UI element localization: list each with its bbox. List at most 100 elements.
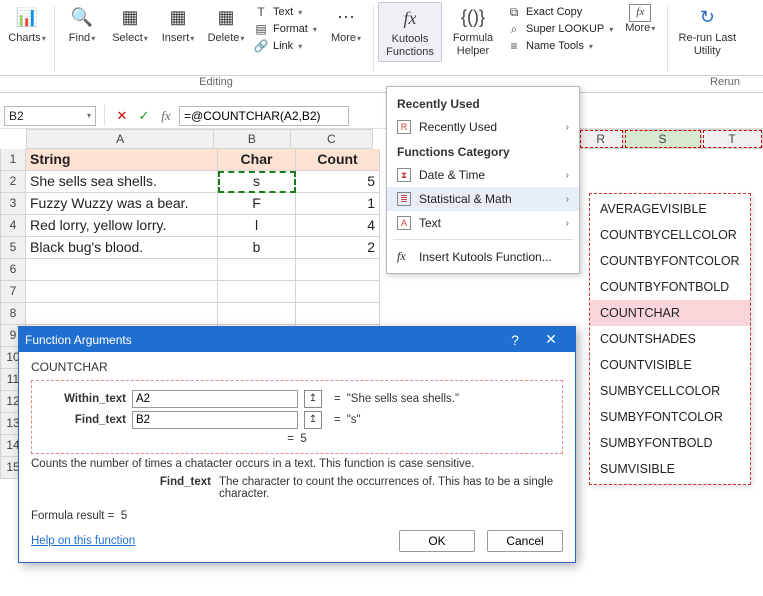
- cell-b4[interactable]: l: [218, 215, 296, 237]
- arg2-ref-button[interactable]: ↥: [304, 411, 322, 429]
- cell-b1[interactable]: Char: [218, 149, 296, 171]
- row-header[interactable]: 5: [0, 237, 26, 259]
- dialog-titlebar[interactable]: Function Arguments ? ✕: [19, 327, 575, 352]
- delete-button[interactable]: ▦Delete▾: [203, 2, 249, 47]
- row-header[interactable]: 7: [0, 281, 26, 303]
- chevron-right-icon: ›: [566, 218, 569, 229]
- cell-a8[interactable]: [26, 303, 218, 325]
- cell-b7[interactable]: [218, 281, 296, 303]
- name-tools-icon: ≡: [506, 38, 522, 54]
- col-header-t[interactable]: T: [702, 129, 763, 149]
- ok-button[interactable]: OK: [399, 530, 475, 552]
- arg1-result: "She sells sea shells.": [347, 393, 459, 405]
- fx-box-icon: fx: [629, 4, 651, 22]
- submenu-item-sumbycellcolor[interactable]: SUMBYCELLCOLOR: [590, 378, 750, 404]
- text-button[interactable]: TText▾: [251, 4, 321, 20]
- link-icon: 🔗: [253, 38, 269, 54]
- format-button[interactable]: ▤Format▾: [251, 21, 321, 37]
- kutools-functions-button[interactable]: fxKutools Functions: [378, 2, 442, 62]
- dialog-close-button[interactable]: ✕: [533, 331, 569, 348]
- menu-insert-function[interactable]: fxInsert Kutools Function...: [387, 244, 579, 269]
- cancel-formula-button[interactable]: ✕: [113, 107, 131, 125]
- date-icon: ⧗: [397, 168, 411, 182]
- cell-a3[interactable]: Fuzzy Wuzzy was a bear.: [26, 193, 218, 215]
- cell-a7[interactable]: [26, 281, 218, 303]
- more-icon: ⋯: [332, 4, 360, 32]
- arg1-input[interactable]: [132, 390, 298, 408]
- submenu-item-countvisible[interactable]: COUNTVISIBLE: [590, 352, 750, 378]
- insert-button[interactable]: ▦Insert▾: [155, 2, 201, 47]
- cell-a2[interactable]: She sells sea shells.: [26, 171, 218, 193]
- cell-c2[interactable]: 5: [296, 171, 380, 193]
- col-header-c[interactable]: C: [291, 129, 373, 149]
- select-button[interactable]: ▦Select▾: [107, 2, 153, 47]
- submenu-item-countbycellcolor[interactable]: COUNTBYCELLCOLOR: [590, 222, 750, 248]
- enter-formula-button[interactable]: ✓: [135, 107, 153, 125]
- formula-input[interactable]: [179, 106, 349, 126]
- cell-b3[interactable]: F: [218, 193, 296, 215]
- insert-function-button[interactable]: fx: [157, 107, 175, 125]
- menu-section-category: Functions Category: [387, 139, 579, 163]
- submenu-item-sumvisible[interactable]: SUMVISIBLE: [590, 456, 750, 482]
- submenu-item-countbyfontbold[interactable]: COUNTBYFONTBOLD: [590, 274, 750, 300]
- cell-c4[interactable]: 4: [296, 215, 380, 237]
- submenu-item-averagevisible[interactable]: AVERAGEVISIBLE: [590, 196, 750, 222]
- menu-date-time[interactable]: ⧗Date & Time›: [387, 163, 579, 187]
- charts-button[interactable]: 📊Charts▾: [4, 2, 50, 47]
- row-header[interactable]: 8: [0, 303, 26, 325]
- arg2-input[interactable]: [132, 411, 298, 429]
- cell-c3[interactable]: 1: [296, 193, 380, 215]
- menu-text[interactable]: AText›: [387, 211, 579, 235]
- cell-c1[interactable]: Count: [296, 149, 380, 171]
- cell-c5[interactable]: 2: [296, 237, 380, 259]
- arg1-ref-button[interactable]: ↥: [304, 390, 322, 408]
- col-header-b[interactable]: B: [214, 129, 290, 149]
- cell-a6[interactable]: [26, 259, 218, 281]
- cancel-button[interactable]: Cancel: [487, 530, 563, 552]
- col-header-a[interactable]: A: [26, 129, 214, 149]
- arg2-result: "s": [347, 414, 361, 426]
- cell-b5[interactable]: b: [218, 237, 296, 259]
- help-link[interactable]: Help on this function: [31, 535, 135, 547]
- submenu-item-countchar[interactable]: COUNTCHAR: [590, 300, 750, 326]
- chevron-right-icon: ›: [566, 194, 569, 205]
- find-icon: 🔍: [68, 4, 96, 32]
- super-lookup-button[interactable]: ⌕Super LOOKUP▾: [504, 21, 615, 37]
- cell-b2[interactable]: s: [218, 171, 296, 193]
- cell-c7[interactable]: [296, 281, 380, 303]
- cell-a4[interactable]: Red lorry, yellow lorry.: [26, 215, 218, 237]
- cell-c6[interactable]: [296, 259, 380, 281]
- name-tools-button[interactable]: ≡Name Tools▾: [504, 38, 615, 54]
- row-header[interactable]: 1: [0, 149, 26, 171]
- dialog-help-button[interactable]: ?: [497, 332, 533, 348]
- col-header-s[interactable]: S: [624, 129, 702, 149]
- menu-recently-used[interactable]: RRecently Used›: [387, 115, 579, 139]
- name-box[interactable]: B2▾: [4, 106, 96, 126]
- more2-button[interactable]: fxMore▾: [617, 2, 663, 37]
- exact-copy-button[interactable]: ⧉Exact Copy: [504, 4, 615, 20]
- submenu-item-countbyfontcolor[interactable]: COUNTBYFONTCOLOR: [590, 248, 750, 274]
- formula-helper-button[interactable]: {()}Formula Helper: [444, 2, 502, 60]
- text-cat-icon: A: [397, 216, 411, 230]
- submenu-item-sumbyfontbold[interactable]: SUMBYFONTBOLD: [590, 430, 750, 456]
- cell-a1[interactable]: String: [26, 149, 218, 171]
- link-button[interactable]: 🔗Link▾: [251, 38, 321, 54]
- param-description: The character to count the occurrences o…: [219, 476, 563, 500]
- col-header-r[interactable]: R: [579, 129, 624, 149]
- row-header[interactable]: 4: [0, 215, 26, 237]
- row-header[interactable]: 6: [0, 259, 26, 281]
- find-button[interactable]: 🔍Find▾: [59, 2, 105, 47]
- submenu-item-sumbyfontcolor[interactable]: SUMBYFONTCOLOR: [590, 404, 750, 430]
- row-header[interactable]: 2: [0, 171, 26, 193]
- cell-c8[interactable]: [296, 303, 380, 325]
- cell-b8[interactable]: [218, 303, 296, 325]
- menu-stat-math[interactable]: ≣Statistical & Math›: [387, 187, 579, 211]
- formula-result: Formula result = 5: [31, 510, 563, 522]
- dialog-title: Function Arguments: [25, 333, 132, 347]
- cell-a5[interactable]: Black bug's blood.: [26, 237, 218, 259]
- cell-b6[interactable]: [218, 259, 296, 281]
- more1-button[interactable]: ⋯More▾: [323, 2, 369, 47]
- row-header[interactable]: 3: [0, 193, 26, 215]
- submenu-item-countshades[interactable]: COUNTSHADES: [590, 326, 750, 352]
- rerun-button[interactable]: ↻Re-run Last Utility: [672, 2, 742, 60]
